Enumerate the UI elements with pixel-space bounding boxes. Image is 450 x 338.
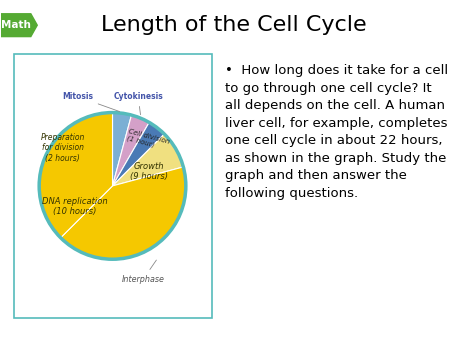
Wedge shape [112, 113, 131, 186]
Text: DNA replication
(10 hours): DNA replication (10 hours) [41, 197, 107, 216]
Wedge shape [112, 122, 164, 186]
Text: •  How long does it take for a cell to go through one cell cycle? It all depends: • How long does it take for a cell to go… [225, 64, 448, 200]
Text: Interphase: Interphase [122, 260, 165, 284]
FancyArrow shape [1, 14, 37, 37]
Wedge shape [112, 115, 149, 186]
Text: Length of the Cell Cycle: Length of the Cell Cycle [101, 15, 367, 35]
Text: Mitosis: Mitosis [62, 92, 120, 112]
Wedge shape [39, 113, 112, 238]
Text: Math: Math [1, 20, 31, 30]
Text: Growth
(9 hours): Growth (9 hours) [130, 162, 168, 181]
Wedge shape [61, 167, 186, 259]
Wedge shape [112, 134, 183, 186]
Text: Analyzing Data: Analyzing Data [50, 20, 139, 30]
Text: Preparation
for division
(2 hours): Preparation for division (2 hours) [40, 133, 85, 163]
Text: Cell division
(1 hour): Cell division (1 hour) [126, 128, 170, 152]
Text: Cytokinesis: Cytokinesis [113, 92, 163, 115]
